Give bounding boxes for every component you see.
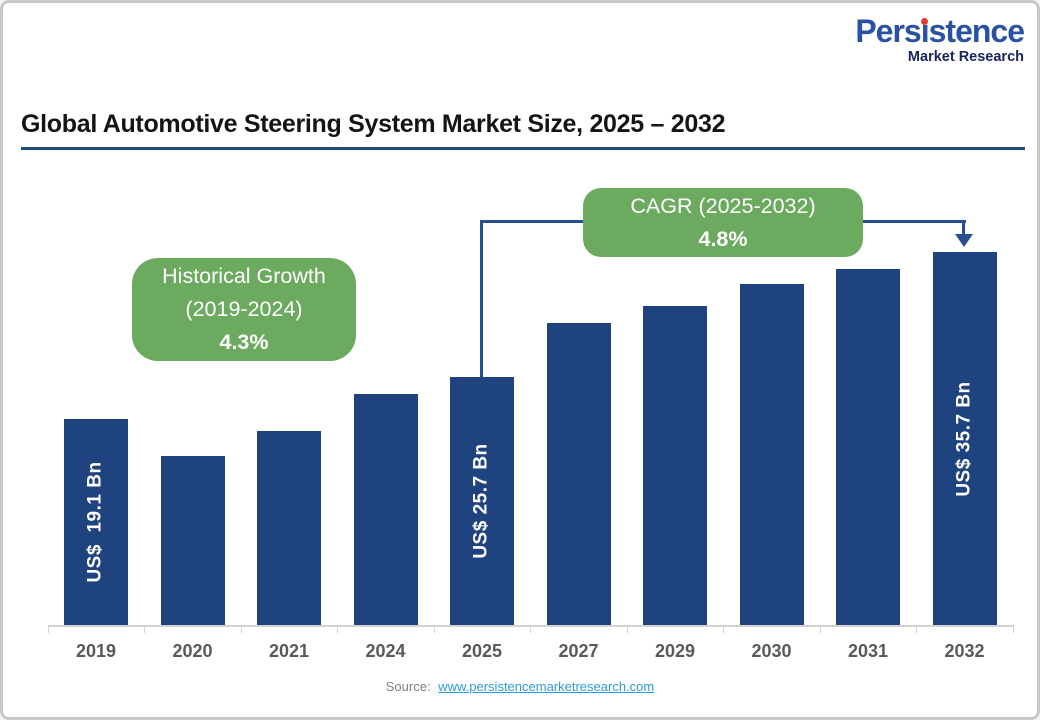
logo-brand-text: Persı stence — [855, 13, 1025, 49]
source-link[interactable]: www.persistencemarketresearch.com — [438, 679, 655, 694]
logo-subtitle: Market Research — [907, 49, 1024, 65]
logo-brand-pre: Pers — [855, 13, 921, 49]
x-axis-tick — [240, 625, 242, 633]
x-axis-label-2027: 2027 — [558, 641, 599, 661]
bar-2025: US$ 25.7 Bn — [450, 377, 514, 625]
chart-area: Historical Growth (2019-2024) 4.3% CAGR … — [3, 3, 1037, 717]
bar-value-label-2025: US$ 25.7 Bn — [471, 443, 493, 559]
x-axis-label-2029: 2029 — [654, 641, 696, 661]
bar-2031 — [836, 269, 900, 625]
bar-2019: US$ 19.1 Bn — [64, 419, 128, 625]
x-axis-tick — [433, 625, 435, 633]
bar-2024 — [353, 394, 418, 625]
x-axis-label-2021: 2021 — [268, 641, 310, 661]
bar-value-label-2019: US$ 19.1 Bn — [85, 461, 107, 583]
cagr-title: CAGR (2025-2032) — [630, 193, 816, 218]
x-axis-line — [48, 625, 1014, 627]
cagr-callout: CAGR (2025-2032) 4.8% — [583, 188, 863, 257]
x-axis-label-2031: 2031 — [847, 641, 889, 661]
x-axis-tick — [47, 625, 49, 633]
x-axis-tick — [1012, 625, 1014, 633]
logo-red-dot-icon — [921, 18, 929, 25]
x-axis-label-2020: 2020 — [172, 641, 213, 661]
cagr-arrow-down-icon — [954, 234, 973, 247]
logo: Persı stence Market Research — [855, 13, 1025, 65]
x-axis-tick — [916, 625, 918, 633]
cagr-connector-riser — [480, 221, 483, 377]
historical-growth-value: 4.3% — [219, 330, 269, 354]
bar-2021 — [257, 431, 321, 625]
historical-growth-line2: (2019-2024) — [185, 297, 303, 321]
logo-i-letter: ı — [920, 13, 930, 49]
bar-2029 — [643, 306, 707, 625]
x-axis-label-2025: 2025 — [461, 641, 503, 661]
x-axis-tick — [144, 625, 146, 633]
bar-2027 — [546, 323, 611, 625]
bar-2032: US$ 35.7 Bn — [932, 252, 997, 625]
x-axis-label-2030: 2030 — [751, 641, 792, 661]
bar-value-label-2032: US$ 35.7 Bn — [953, 380, 975, 497]
page-title: Global Automotive Steering System Market… — [21, 110, 726, 138]
x-axis-tick — [337, 625, 339, 633]
x-axis-tick — [530, 625, 532, 633]
bar-2020 — [160, 456, 225, 625]
cagr-value: 4.8% — [698, 226, 748, 251]
source-prefix: Source: — [385, 679, 431, 694]
cagr-connector-drop — [962, 220, 965, 236]
historical-growth-callout: Historical Growth (2019-2024) 4.3% — [132, 258, 356, 361]
source-line: Source: www.persistencemarketresearch.co… — [3, 679, 1037, 694]
x-axis-tick — [723, 625, 725, 633]
x-axis-label-2032: 2032 — [944, 641, 985, 661]
x-axis-tick — [819, 625, 821, 633]
x-axis-tick — [626, 625, 628, 633]
x-axis-label-2024: 2024 — [365, 641, 406, 661]
historical-growth-line1: Historical Growth — [162, 264, 326, 288]
title-underline — [21, 147, 1025, 150]
bar-2030 — [739, 284, 804, 625]
logo-brand-post: stence — [928, 13, 1025, 49]
x-axis-label-2019: 2019 — [75, 641, 117, 661]
